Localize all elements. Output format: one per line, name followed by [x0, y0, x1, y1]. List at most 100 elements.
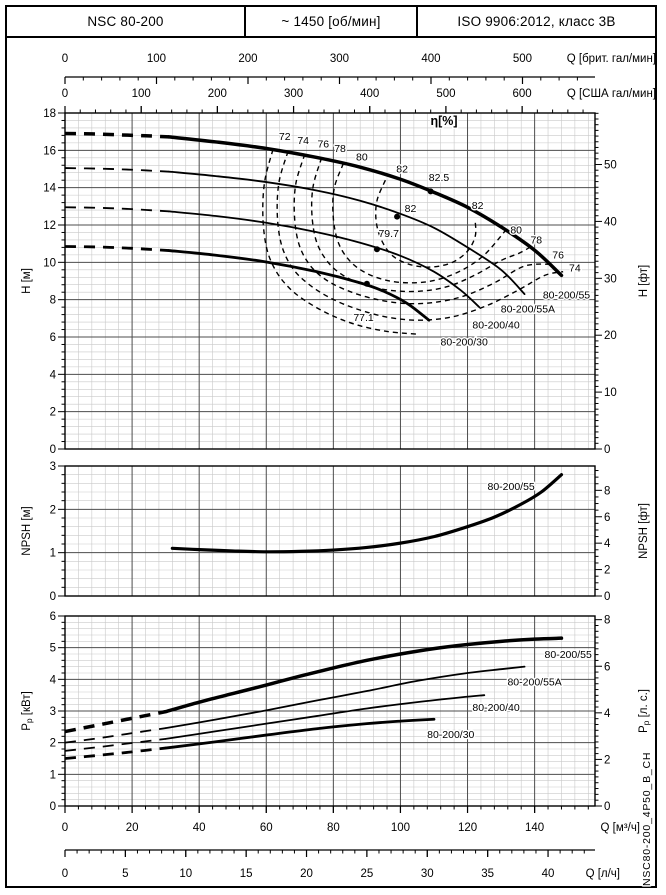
svg-text:Q [м³/ч]: Q [м³/ч]	[601, 822, 640, 834]
svg-text:0: 0	[62, 53, 68, 65]
standard-label: ISO 9906:2012, класс 3В	[416, 7, 655, 36]
duty-point-80-200/30	[363, 280, 370, 287]
eta-label: 82.5	[429, 172, 450, 184]
curve-80-200/30	[164, 717, 436, 750]
svg-text:200: 200	[238, 53, 257, 65]
svg-text:500: 500	[436, 88, 455, 100]
svg-text:2: 2	[50, 738, 56, 750]
svg-text:120: 120	[458, 822, 477, 834]
curve-label-80-200/55: 80-200/55	[543, 290, 590, 302]
curve-dashed-80-200/30	[64, 746, 166, 760]
svg-text:0: 0	[50, 801, 56, 813]
svg-text:Q [л/ч]: Q [л/ч]	[586, 868, 620, 880]
svg-text:8: 8	[604, 485, 610, 497]
svg-text:6: 6	[50, 611, 56, 623]
duty-point-80-200/55	[427, 188, 434, 195]
curve-dashed-80-200/55A	[64, 167, 170, 173]
svg-text:10: 10	[179, 868, 192, 880]
curve-label-80-200/30: 80-200/30	[441, 336, 488, 348]
curve-dashed-80-200/40	[64, 206, 170, 213]
power-chart: 80-200/55 80-200/55A 80-200/40 80-200/30 0 1 2…	[21, 611, 651, 813]
curve-80-200/55	[170, 473, 564, 554]
svg-text:25: 25	[361, 868, 374, 880]
svg-text:6: 6	[604, 512, 610, 524]
npsh-chart: 80-200/55 0 1 2 3 0 2 4 6 8 NPSH [м] NPSH [фт]	[21, 461, 650, 603]
svg-text:300: 300	[284, 88, 303, 100]
efficiency-contour-82	[375, 179, 477, 268]
svg-text:4: 4	[604, 538, 611, 550]
svg-text:2: 2	[50, 407, 56, 419]
efficiency-contour-76	[293, 153, 552, 305]
document-code-text: NSC80-200_4P50_B_CH	[641, 752, 653, 886]
svg-text:400: 400	[421, 53, 440, 65]
svg-text:100: 100	[132, 88, 151, 100]
svg-text:8: 8	[604, 615, 610, 627]
svg-text:3: 3	[50, 706, 56, 718]
svg-text:400: 400	[360, 88, 379, 100]
svg-text:3: 3	[50, 461, 56, 473]
svg-text:40: 40	[542, 868, 555, 880]
eta-label: 72	[279, 131, 291, 143]
svg-text:20: 20	[300, 868, 313, 880]
svg-text:2: 2	[604, 565, 610, 577]
curve-label-80-200/55: 80-200/55	[545, 649, 592, 661]
svg-text:4: 4	[50, 674, 57, 686]
svg-text:8: 8	[50, 295, 56, 307]
svg-text:60: 60	[260, 822, 273, 834]
eta-label: 78	[334, 143, 346, 155]
side-code: NSC80-200_4P50_B_CH	[640, 750, 655, 887]
svg-text:500: 500	[513, 53, 532, 65]
svg-text:40: 40	[604, 216, 617, 228]
curve-label-80-200/40: 80-200/40	[472, 320, 519, 332]
left-axis-title-head-chart: H [м]	[21, 268, 33, 294]
svg-text:35: 35	[481, 868, 494, 880]
svg-text:14: 14	[43, 183, 56, 195]
curve-label-80-200/55A: 80-200/55A	[507, 677, 561, 689]
svg-text:0: 0	[62, 822, 68, 834]
svg-text:40: 40	[193, 822, 206, 834]
svg-text:10: 10	[604, 387, 617, 399]
curve-label-80-200/40: 80-200/40	[472, 702, 519, 714]
svg-text:0: 0	[62, 868, 68, 880]
svg-text:15: 15	[240, 868, 253, 880]
eta-label: 82	[396, 164, 408, 176]
eta-label: 74	[297, 135, 309, 147]
svg-text:6: 6	[50, 332, 56, 344]
right-axis-title-npsh-chart: NPSH [фт]	[638, 503, 650, 559]
plot-border	[64, 465, 596, 597]
eta-label: 79.7	[378, 228, 399, 240]
svg-text:140: 140	[525, 822, 544, 834]
svg-text:16: 16	[43, 145, 56, 157]
svg-text:20: 20	[126, 822, 139, 834]
svg-text:30: 30	[604, 273, 617, 285]
pump-model-title: NSC 80-200	[87, 14, 164, 29]
eta-label: 78	[530, 235, 542, 247]
svg-text:50: 50	[604, 160, 617, 172]
curve-dashed-80-200/30	[64, 245, 170, 252]
svg-text:2: 2	[50, 504, 56, 516]
curve-80-200/55A	[168, 170, 526, 295]
svg-text:Q [США гал/мин]: Q [США гал/мин]	[567, 88, 656, 100]
eta-label: 82	[472, 200, 484, 212]
svg-text:4: 4	[604, 708, 611, 720]
curve-80-200/55	[163, 636, 564, 714]
axis-q-usa: 0 100 200 300 400 500 600 Q [США гал/мин]	[62, 88, 656, 113]
svg-text:600: 600	[513, 88, 532, 100]
svg-text:0: 0	[604, 444, 610, 456]
curve-80-200/40	[168, 210, 481, 309]
svg-text:1: 1	[50, 769, 56, 781]
svg-text:0: 0	[50, 591, 56, 603]
eta-label: 76	[552, 250, 564, 262]
header-row: NSC 80-200 ~ 1450 [об/мин] ISO 9906:2012…	[5, 5, 657, 38]
svg-text:80: 80	[327, 822, 340, 834]
axis-q-brit: 0 100 200 300 400 500 Q [брит. гал/мин]	[62, 53, 656, 84]
svg-text:6: 6	[604, 661, 610, 673]
curve-dashed-80-200/55	[64, 709, 166, 734]
svg-text:10: 10	[43, 257, 56, 269]
svg-text:0: 0	[50, 444, 56, 456]
curve-label-80-200/55A: 80-200/55A	[501, 304, 555, 316]
svg-text:100: 100	[147, 53, 166, 65]
eta-label: 80	[510, 224, 522, 236]
